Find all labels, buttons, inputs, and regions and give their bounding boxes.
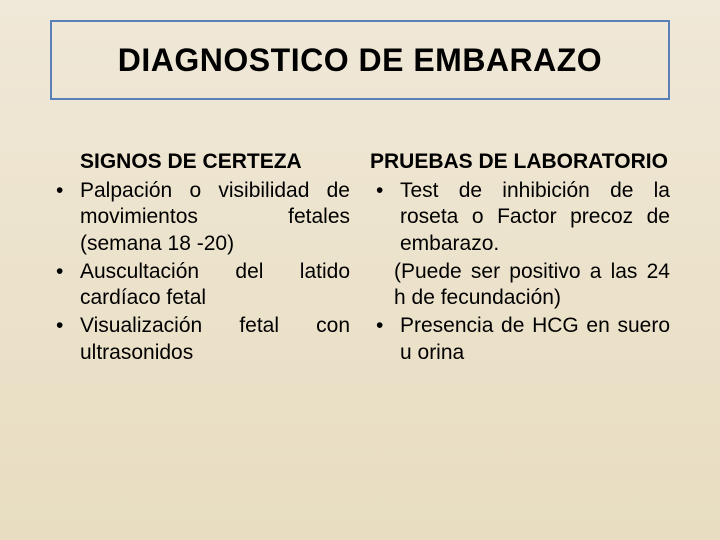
list-item: Palpación o visibilidad de movimientos f…	[50, 178, 350, 257]
right-bullet-list: Test de inhibición de la roseta o Factor…	[370, 178, 670, 257]
left-column: SIGNOS DE CERTEZA Palpación o visibilida…	[50, 150, 350, 368]
list-item: Auscultación del latido cardíaco fetal	[50, 259, 350, 312]
right-heading: PRUEBAS DE LABORATORIO	[370, 150, 670, 174]
columns-container: SIGNOS DE CERTEZA Palpación o visibilida…	[50, 150, 670, 368]
right-column: PRUEBAS DE LABORATORIO Test de inhibició…	[370, 150, 670, 368]
paren-note: (Puede ser positivo a las 24 h de fecund…	[370, 259, 670, 312]
title-box: DIAGNOSTICO DE EMBARAZO	[50, 20, 670, 100]
left-heading: SIGNOS DE CERTEZA	[80, 150, 350, 174]
list-item: Presencia de HCG en suero u orina	[370, 313, 670, 366]
slide-title: DIAGNOSTICO DE EMBARAZO	[118, 42, 602, 79]
list-item: Test de inhibición de la roseta o Factor…	[370, 178, 670, 257]
left-bullet-list: Palpación o visibilidad de movimientos f…	[50, 178, 350, 366]
list-item: Visualización fetal con ultrasonidos	[50, 313, 350, 366]
right-bullet-list-2: Presencia de HCG en suero u orina	[370, 313, 670, 366]
